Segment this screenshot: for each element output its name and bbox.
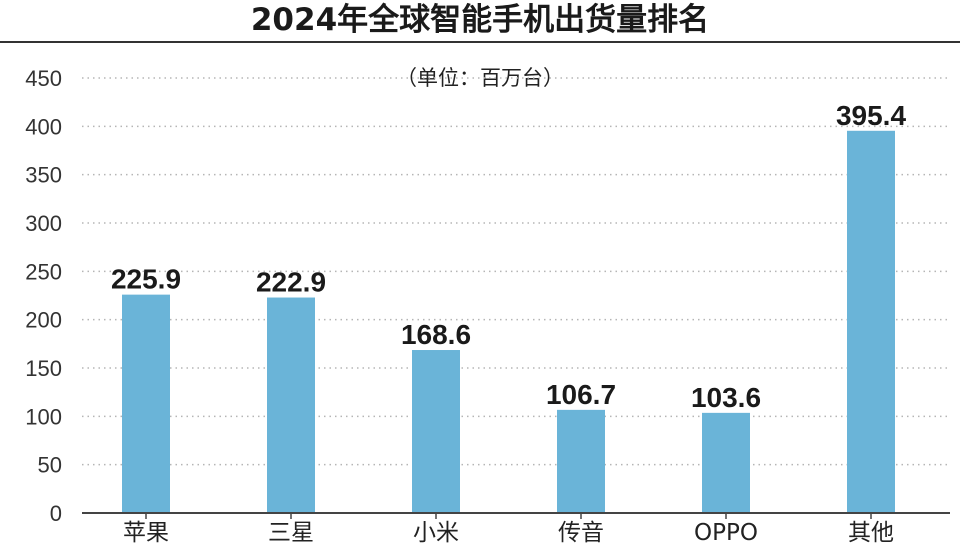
bar [412,350,460,513]
y-tick-label: 450 [25,66,62,91]
data-label: 395.4 [836,100,906,131]
x-tick-label: OPPO [694,520,758,546]
chart-title: 2024年全球智能手机出货量排名 [250,2,710,38]
bars [122,130,895,513]
x-tick-label: 传音 [558,520,604,546]
bar [122,294,170,513]
x-tick-label: 小米 [413,520,459,546]
x-tick-label: 三星 [268,520,314,546]
x-tick-label: 其他 [848,520,894,546]
data-label: 103.6 [691,382,761,413]
y-tick-label: 150 [25,356,62,381]
y-tick-label: 300 [25,211,62,236]
gridlines [82,77,950,466]
y-axis: 0 50 100 150 200 250 300 350 400 450 [25,66,62,526]
y-tick-label: 50 [38,453,62,478]
data-label: 106.7 [546,379,616,410]
x-tick-label: 苹果 [123,520,169,546]
bar [267,297,315,513]
data-label: 225.9 [111,264,181,295]
bar [847,130,895,513]
y-tick-label: 100 [25,404,62,429]
y-tick-label: 350 [25,163,62,188]
title-divider [0,41,960,43]
bar [557,409,605,513]
bar [702,412,750,513]
x-axis: 苹果 三星 小米 传音 OPPO 其他 [82,512,950,546]
data-label: 222.9 [256,267,326,298]
y-tick-label: 250 [25,259,62,284]
data-label: 168.6 [401,319,471,350]
y-tick-label: 200 [25,308,62,333]
y-tick-label: 400 [25,114,62,139]
y-tick-label: 0 [50,501,62,526]
data-labels: 225.9 222.9 168.6 106.7 103.6 395.4 [111,100,906,413]
